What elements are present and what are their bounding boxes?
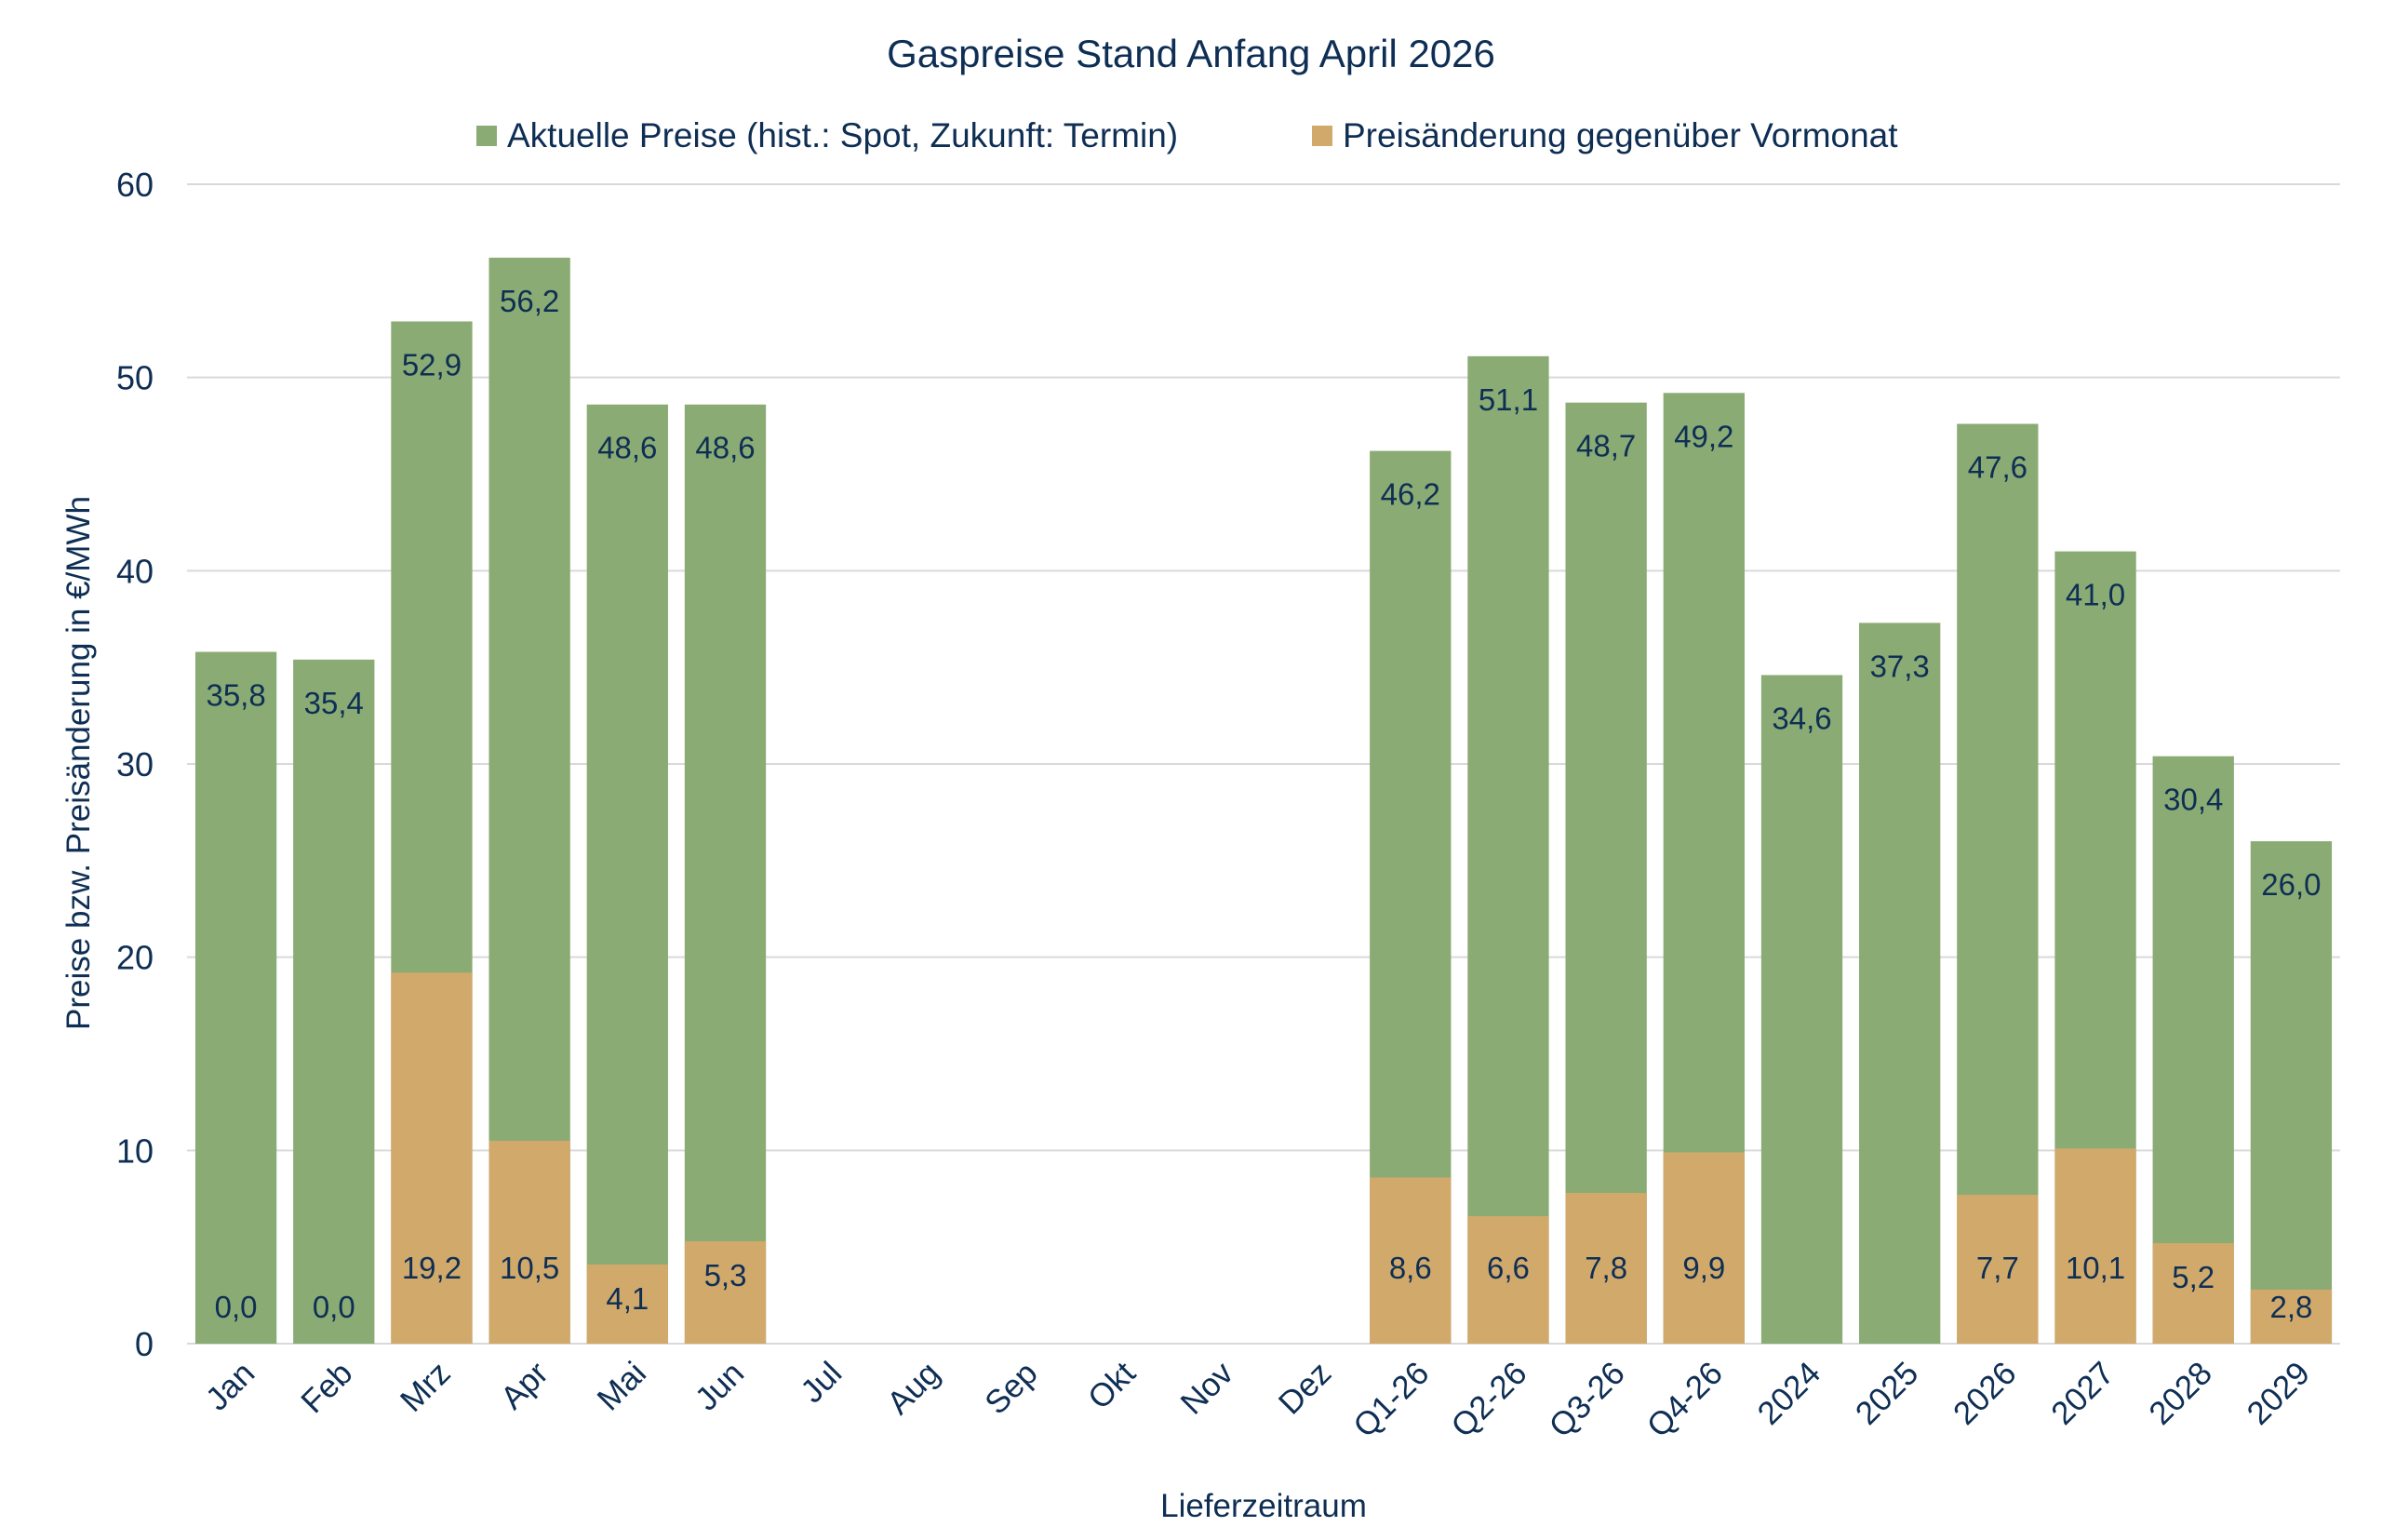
bar-price bbox=[684, 404, 767, 1344]
bar-change bbox=[2250, 1289, 2333, 1344]
y-tick-label: 0 bbox=[135, 1325, 154, 1363]
data-label-change: 7,8 bbox=[1585, 1251, 1627, 1285]
data-label-change: 9,9 bbox=[1682, 1251, 1725, 1285]
bar-change bbox=[2152, 1243, 2234, 1344]
legend-swatch-change bbox=[1312, 126, 1332, 146]
data-label-change: 4,1 bbox=[606, 1281, 649, 1316]
x-tick-label: Q1-26 bbox=[1346, 1355, 1436, 1444]
bar-change bbox=[2054, 1148, 2136, 1344]
x-tick-label: Jun bbox=[689, 1355, 751, 1417]
bar-change bbox=[1370, 1177, 1452, 1344]
data-label-change: 6,6 bbox=[1487, 1251, 1530, 1285]
data-label-change: 10,5 bbox=[500, 1251, 559, 1285]
data-label-change: 0,0 bbox=[313, 1290, 355, 1324]
bar-price bbox=[194, 651, 277, 1344]
bar-price bbox=[293, 659, 375, 1344]
x-tick-label: Jan bbox=[199, 1355, 261, 1417]
x-tick-label: 2025 bbox=[1849, 1355, 1926, 1432]
data-label-price: 56,2 bbox=[500, 284, 559, 318]
x-tick-label: Q3-26 bbox=[1542, 1355, 1631, 1444]
x-tick-label: Aug bbox=[880, 1355, 947, 1422]
x-tick-label: Mrz bbox=[394, 1355, 458, 1419]
bar-price bbox=[1467, 355, 1549, 1344]
x-tick-label: Feb bbox=[294, 1355, 359, 1420]
data-label-price: 41,0 bbox=[2066, 578, 2125, 612]
data-label-change: 0,0 bbox=[215, 1290, 258, 1324]
bar-change bbox=[1565, 1193, 1647, 1344]
data-label-price: 37,3 bbox=[1870, 649, 1930, 683]
data-label-change: 8,6 bbox=[1389, 1251, 1432, 1285]
y-tick-label: 60 bbox=[116, 166, 154, 204]
x-tick-label: Apr bbox=[494, 1355, 555, 1416]
data-label-price: 26,0 bbox=[2261, 867, 2321, 902]
data-label-price: 48,7 bbox=[1576, 429, 1636, 463]
legend-swatch-prices bbox=[476, 126, 497, 146]
legend-label-change: Preisänderung gegenüber Vormonat bbox=[1343, 116, 1898, 154]
bar-price bbox=[1760, 675, 1843, 1344]
bar-change bbox=[1467, 1215, 1549, 1344]
bar-change bbox=[1957, 1195, 2039, 1344]
data-label-price: 30,4 bbox=[2163, 783, 2223, 817]
bar-price bbox=[1859, 623, 1941, 1344]
x-tick-label: Mai bbox=[591, 1355, 653, 1417]
bar-price bbox=[586, 404, 668, 1344]
x-tick-label: 2029 bbox=[2240, 1355, 2317, 1432]
y-tick-label: 10 bbox=[116, 1132, 154, 1170]
x-tick-label: 2024 bbox=[1751, 1355, 1828, 1432]
bar-change bbox=[586, 1264, 668, 1344]
data-label-change: 10,1 bbox=[2066, 1251, 2125, 1285]
x-tick-label: 2026 bbox=[1947, 1355, 2024, 1432]
data-label-price: 35,4 bbox=[304, 686, 364, 720]
data-label-price: 35,8 bbox=[206, 678, 265, 713]
data-label-price: 46,2 bbox=[1381, 477, 1440, 512]
y-tick-label: 30 bbox=[116, 745, 154, 783]
x-tick-label: Q2-26 bbox=[1444, 1355, 1533, 1444]
data-label-price: 48,6 bbox=[597, 431, 657, 465]
legend-label-prices: Aktuelle Preise (hist.: Spot, Zukunft: T… bbox=[507, 116, 1178, 154]
bar-change bbox=[488, 1140, 570, 1344]
bar-change bbox=[1663, 1152, 1745, 1344]
data-label-change: 5,3 bbox=[704, 1258, 747, 1292]
y-tick-label: 50 bbox=[116, 359, 154, 397]
data-label-price: 47,6 bbox=[1968, 450, 2027, 485]
data-label-change: 2,8 bbox=[2269, 1290, 2312, 1324]
x-tick-label: Sep bbox=[978, 1355, 1045, 1422]
x-tick-label: 2028 bbox=[2142, 1355, 2219, 1432]
x-tick-label: 2027 bbox=[2044, 1355, 2121, 1432]
x-tick-label: Okt bbox=[1081, 1355, 1143, 1416]
y-axis-label: Preise bzw. Preisänderung in €/MWh bbox=[60, 496, 97, 1030]
data-label-price: 51,1 bbox=[1479, 382, 1538, 417]
bar-price bbox=[2250, 841, 2333, 1344]
y-tick-label: 20 bbox=[116, 939, 154, 977]
legend: Aktuelle Preise (hist.: Spot, Zukunft: T… bbox=[476, 116, 1898, 154]
x-tick-label: Dez bbox=[1272, 1355, 1339, 1422]
data-label-price: 52,9 bbox=[402, 347, 462, 382]
x-tick-label: Nov bbox=[1173, 1355, 1240, 1422]
bar-price bbox=[1957, 423, 2039, 1344]
data-label-change: 19,2 bbox=[402, 1251, 462, 1285]
x-tick-label: Q4-26 bbox=[1640, 1355, 1730, 1444]
bar-price bbox=[1565, 402, 1647, 1344]
data-label-change: 5,2 bbox=[2172, 1260, 2215, 1294]
x-tick-label: Jul bbox=[794, 1355, 849, 1410]
bar-change bbox=[684, 1240, 767, 1344]
data-label-price: 49,2 bbox=[1674, 419, 1733, 453]
chart-title: Gaspreise Stand Anfang April 2026 bbox=[887, 32, 1495, 75]
x-axis-label: Lieferzeitraum bbox=[1160, 1488, 1367, 1524]
bar-change bbox=[391, 972, 473, 1344]
y-tick-label: 40 bbox=[116, 552, 154, 590]
data-label-price: 34,6 bbox=[1772, 701, 1831, 735]
data-label-change: 7,7 bbox=[1976, 1251, 2019, 1285]
data-label-price: 48,6 bbox=[695, 431, 755, 465]
